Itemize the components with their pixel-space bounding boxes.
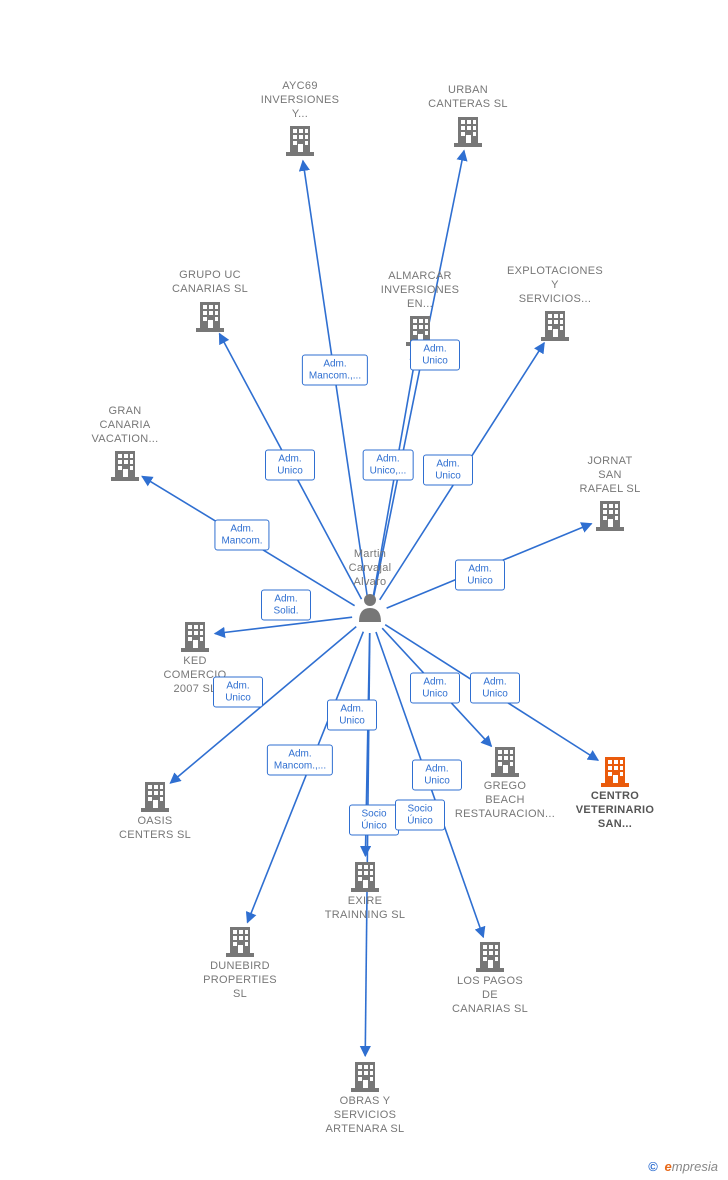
building-icon <box>445 745 565 777</box>
company-label: EXPLOTACIONES Y SERVICIOS... <box>495 265 615 306</box>
company-label: ALMARCAR INVERSIONES EN... <box>360 270 480 311</box>
edge-label: Adm. Unico <box>410 340 460 371</box>
edge-label: Socio Único <box>395 800 445 831</box>
company-node[interactable]: LOS PAGOS DE CANARIAS SL <box>430 940 550 1016</box>
company-label: EXIRE TRAINNING SL <box>305 895 425 923</box>
building-icon <box>408 115 528 147</box>
company-label: CENTRO VETERINARIO SAN... <box>555 790 675 831</box>
company-label: GRUPO UC CANARIAS SL <box>150 269 270 297</box>
building-icon <box>430 940 550 972</box>
building-icon <box>240 124 360 156</box>
company-label: GREGO BEACH RESTAURACION... <box>445 780 565 821</box>
company-node[interactable]: EXPLOTACIONES Y SERVICIOS... <box>495 265 615 341</box>
building-icon <box>305 1060 425 1092</box>
company-node[interactable]: DUNEBIRD PROPERTIES SL <box>180 925 300 1001</box>
building-icon <box>65 449 185 481</box>
edge-label: Adm. Unico <box>455 560 505 591</box>
company-node[interactable]: ALMARCAR INVERSIONES EN... <box>360 270 480 346</box>
building-icon <box>180 925 300 957</box>
edge-label: Socio Único <box>349 805 399 836</box>
edge-label: Adm. Unico <box>470 673 520 704</box>
company-label: OASIS CENTERS SL <box>95 815 215 843</box>
edge-label: Adm. Mancom. <box>214 520 269 551</box>
person-icon <box>310 592 430 622</box>
edge-label: Adm. Unico <box>410 673 460 704</box>
company-node[interactable]: JORNAT SAN RAFAEL SL <box>550 455 670 531</box>
company-label: OBRAS Y SERVICIOS ARTENARA SL <box>305 1095 425 1136</box>
company-node[interactable]: OBRAS Y SERVICIOS ARTENARA SL <box>305 1060 425 1136</box>
company-node[interactable]: OASIS CENTERS SL <box>95 780 215 843</box>
building-icon <box>555 755 675 787</box>
edge-label: Adm. Unico <box>327 700 377 731</box>
logo-rest: mpresia <box>672 1159 718 1174</box>
company-label: AYC69 INVERSIONES Y... <box>240 80 360 121</box>
company-node[interactable]: CENTRO VETERINARIO SAN... <box>555 755 675 831</box>
edge-label: Adm. Solid. <box>261 590 311 621</box>
company-node[interactable]: URBAN CANTERAS SL <box>408 84 528 147</box>
edge-line <box>374 151 464 598</box>
edge-label: Adm. Unico <box>213 677 263 708</box>
company-label: DUNEBIRD PROPERTIES SL <box>180 960 300 1001</box>
edge-label: Adm. Unico,... <box>363 450 414 481</box>
company-label: JORNAT SAN RAFAEL SL <box>550 455 670 496</box>
edge-line <box>365 633 370 1056</box>
company-label: LOS PAGOS DE CANARIAS SL <box>430 975 550 1016</box>
edge-label: Adm. Unico <box>412 760 462 791</box>
edge-label: Adm. Mancom.,... <box>302 355 368 386</box>
company-node[interactable]: GREGO BEACH RESTAURACION... <box>445 745 565 821</box>
company-node[interactable]: AYC69 INVERSIONES Y... <box>240 80 360 156</box>
building-icon <box>495 309 615 341</box>
building-icon <box>550 499 670 531</box>
diagram-canvas: Martin Carvajal Alvaro AYC69 INVERSIONES… <box>0 0 728 1180</box>
center-person-label: Martin Carvajal Alvaro <box>310 548 430 589</box>
copyright: © empresia <box>648 1159 718 1174</box>
building-icon <box>305 860 425 892</box>
company-label: GRAN CANARIA VACATION... <box>65 405 185 446</box>
company-node[interactable]: GRUPO UC CANARIAS SL <box>150 269 270 332</box>
company-node[interactable]: GRAN CANARIA VACATION... <box>65 405 185 481</box>
edge-label: Adm. Mancom.,... <box>267 745 333 776</box>
company-node[interactable]: EXIRE TRAINNING SL <box>305 860 425 923</box>
edge-label: Adm. Unico <box>423 455 473 486</box>
copyright-symbol: © <box>648 1159 658 1174</box>
building-icon <box>150 300 270 332</box>
company-label: URBAN CANTERAS SL <box>408 84 528 112</box>
building-icon <box>135 620 255 652</box>
center-person-node[interactable]: Martin Carvajal Alvaro <box>310 548 430 622</box>
edge-label: Adm. Unico <box>265 450 315 481</box>
logo-first-letter: e <box>665 1159 672 1174</box>
building-icon <box>95 780 215 812</box>
